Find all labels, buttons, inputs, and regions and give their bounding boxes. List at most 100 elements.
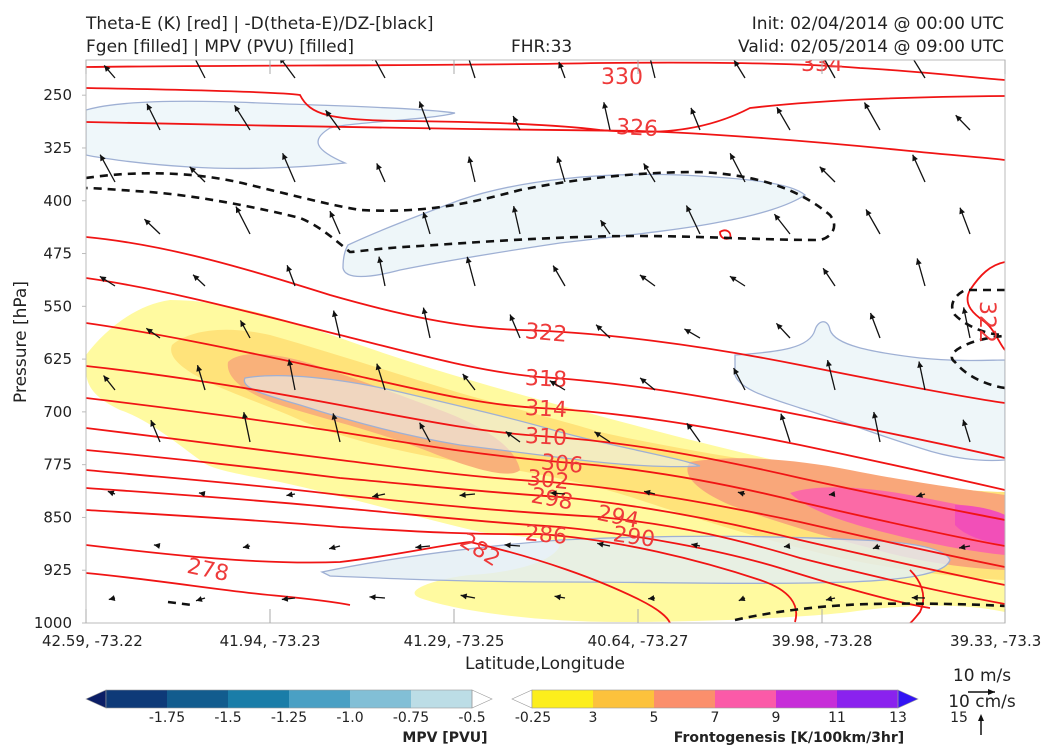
colorbar-tick-label: 9 xyxy=(772,710,781,726)
wind-reference-horizontal: 10 m/s xyxy=(953,666,1011,686)
colorbar-swatch xyxy=(654,690,716,708)
colorbar-swatch xyxy=(106,690,168,708)
x-tick-label: 41.29, -73.25 xyxy=(404,632,505,650)
theta-e-286 xyxy=(86,509,798,623)
theta-e-label-306: 306 xyxy=(540,450,584,479)
wind-vector-head xyxy=(684,328,692,335)
wind-vector-head xyxy=(198,491,206,497)
wind-vector-head xyxy=(99,276,107,283)
wind-vector xyxy=(649,60,656,79)
wind-vector-head xyxy=(596,324,603,332)
wind-vector-head xyxy=(467,156,474,164)
wind-vector-head xyxy=(195,596,203,602)
x-tick-label: 39.98, -73.28 xyxy=(772,632,873,650)
mpv-colorbar-title: MPV [PVU] xyxy=(402,730,487,746)
mpv-negative-region xyxy=(86,100,456,170)
plot-frame xyxy=(85,59,1006,624)
wind-vector-head xyxy=(556,156,563,164)
wind-vector-head xyxy=(600,220,607,227)
wind-vector-head xyxy=(961,307,968,314)
wind-vector-head xyxy=(820,52,826,59)
colorbar-tick-label: 11 xyxy=(828,710,846,726)
colorbar-tick-label: -0.5 xyxy=(458,710,485,726)
wind-vector-head xyxy=(462,373,469,381)
wind-reference-arrowhead xyxy=(978,714,984,721)
wind-vector-head xyxy=(509,314,516,322)
mpv-colorbar: -1.75 -1.5 -1.25 -1.0 -0.75 -0.5 -0.25 xyxy=(85,689,551,726)
theta-e-314 xyxy=(86,322,1005,491)
theta-e-318 xyxy=(86,277,1005,459)
theta-e-label-302: 302 xyxy=(526,466,570,495)
y-tick-label: 550 xyxy=(43,297,72,315)
dthetae-dz-contour xyxy=(734,602,1005,622)
wind-vector-head xyxy=(729,276,737,283)
wind-vector-head xyxy=(690,107,697,115)
wind-vector-head xyxy=(916,491,923,498)
wind-vector-head xyxy=(242,543,250,550)
wind-vector-head xyxy=(329,544,336,551)
theta-e-302 xyxy=(86,427,1005,568)
wind-vector xyxy=(468,60,476,79)
wind-vector-head xyxy=(959,543,966,550)
x-tick-label: 42.59, -73.22 xyxy=(42,632,143,650)
colorbar-swatch xyxy=(350,690,412,708)
theta-e-label-322: 322 xyxy=(524,319,568,348)
wind-vector-head xyxy=(911,594,918,601)
wind-vector-head xyxy=(955,115,963,122)
theta-e-contour-labels: 278 282 286 2902942983023063103143183223263… xyxy=(185,60,999,587)
wind-vector-head xyxy=(776,107,783,114)
wind-vector-head xyxy=(377,256,384,264)
wind-vector-head xyxy=(281,595,289,602)
wind-vector-head xyxy=(864,102,871,110)
wind-vector-head xyxy=(418,101,425,109)
wind-vector-head xyxy=(242,412,248,419)
wind-vector-head xyxy=(737,490,745,497)
colorbar-tick-label: 13 xyxy=(889,710,907,726)
wind-vector-head xyxy=(553,265,559,273)
wind-vector-head xyxy=(331,413,338,420)
colorbar-extend-high xyxy=(471,689,493,709)
wind-vector-head xyxy=(376,163,382,171)
wind-vector-head xyxy=(915,258,922,266)
filled-fields: 278 282 286 2902942983023063103143183223263… xyxy=(86,52,1005,623)
valid-time: Valid: 02/05/2014 @ 09:00 UTC xyxy=(738,37,1004,57)
wind-vector-head xyxy=(150,420,156,427)
colorbar-tick-label: 5 xyxy=(650,710,659,726)
theta-e-330 xyxy=(86,87,1005,133)
wind-vector-head xyxy=(504,542,511,549)
wind-vector-head xyxy=(779,413,786,421)
wind-vector-head xyxy=(282,153,288,161)
wind-vector-head xyxy=(639,274,647,281)
y-tick-label: 700 xyxy=(43,403,72,421)
x-axis: 42.59, -73.22 41.94, -73.23 41.29, -73.25 4… xyxy=(42,60,1041,650)
colorbar-swatch xyxy=(411,690,473,708)
wind-vector-head xyxy=(144,219,151,226)
y-tick-label: 400 xyxy=(43,192,72,210)
colorbar-swatch xyxy=(228,690,290,708)
theta-e-label-330: 330 xyxy=(601,65,643,90)
wind-vector-head xyxy=(644,489,651,496)
wind-vector xyxy=(824,60,836,79)
theta-e-label-314: 314 xyxy=(524,396,567,423)
wind-vector-head xyxy=(550,490,557,497)
fgen-contour-9 xyxy=(790,487,1005,555)
wind-vector-head xyxy=(329,211,336,218)
fgen-contour-11 xyxy=(955,505,1005,545)
wind-vector-head xyxy=(108,595,116,602)
wind-vector-head xyxy=(558,61,564,69)
wind-vector-head xyxy=(146,103,153,111)
wind-vector-head xyxy=(369,594,376,601)
wind-vector-head xyxy=(648,595,655,602)
theta-e-label-326: 326 xyxy=(615,115,658,142)
colorbar-tick-label: -0.25 xyxy=(515,710,551,726)
mpv-negative-region xyxy=(342,173,807,278)
y-axis: 250 325 400 475 550 625 700 775 850 925 1000 xyxy=(34,86,86,632)
colorbar-extend-low xyxy=(511,689,533,709)
dthetae-dz-contours xyxy=(86,170,1005,622)
y-axis-label: Pressure [hPa] xyxy=(11,281,31,403)
wind-vector-head xyxy=(738,595,746,602)
wind-vector-head xyxy=(823,268,829,275)
wind-vector-head xyxy=(286,491,293,498)
wind-vector-head xyxy=(505,431,513,438)
